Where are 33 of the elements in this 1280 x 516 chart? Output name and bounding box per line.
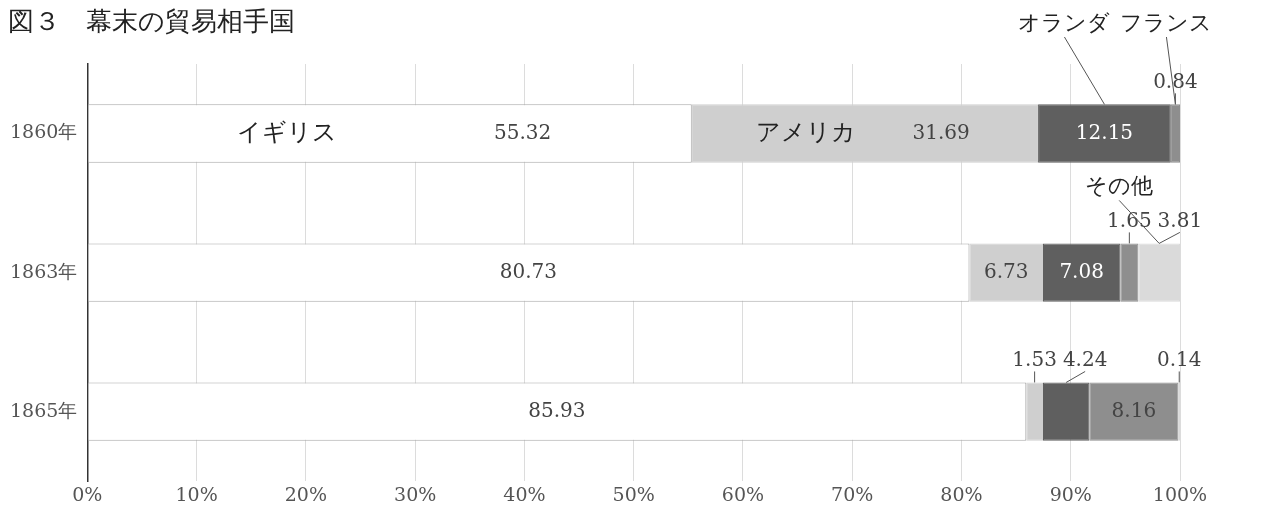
- y-tick-label: 1860年: [9, 120, 78, 143]
- text: フランス: [1120, 9, 1213, 35]
- x-tick-label: 30%: [394, 482, 437, 505]
- x-tick-label: 90%: [1049, 482, 1092, 505]
- x-tick-label: 70%: [831, 482, 874, 505]
- data-label: 1.53: [1012, 346, 1057, 371]
- data-label: 12.15: [1075, 119, 1134, 144]
- x-tick-label: 60%: [721, 482, 765, 505]
- x-tick-label: 80%: [940, 482, 983, 505]
- data-label: 7.08: [1059, 258, 1104, 283]
- y-tick-label: 1863年: [9, 259, 78, 282]
- text: その他: [1085, 173, 1154, 199]
- data-label: 31.69: [912, 119, 970, 144]
- series-label: アメリカ: [756, 117, 857, 146]
- text: オランダ: [1018, 9, 1111, 35]
- y-tick-label: 1865年: [9, 398, 78, 421]
- data-label: 3.81: [1157, 207, 1203, 232]
- data-label: 6.73: [983, 258, 1029, 283]
- x-tick-label: 0%: [72, 482, 103, 505]
- x-tick-label: 10%: [175, 482, 218, 505]
- data-label: 80.73: [499, 258, 558, 283]
- data-label: 1.65: [1107, 207, 1152, 232]
- data-label: 55.32: [493, 119, 552, 144]
- data-label: 4.24: [1062, 346, 1108, 371]
- data-label: 85.93: [528, 397, 586, 422]
- series-label: イギリス: [236, 117, 337, 146]
- x-tick-label: 40%: [503, 482, 546, 505]
- chart-title: 図３ 幕末の貿易相手国: [8, 5, 295, 38]
- x-tick-label: 20%: [284, 482, 327, 505]
- x-tick-label: 100%: [1152, 482, 1208, 505]
- data-label: 8.16: [1111, 397, 1157, 422]
- data-label: 0.14: [1156, 346, 1202, 371]
- x-tick-label: 50%: [612, 482, 655, 505]
